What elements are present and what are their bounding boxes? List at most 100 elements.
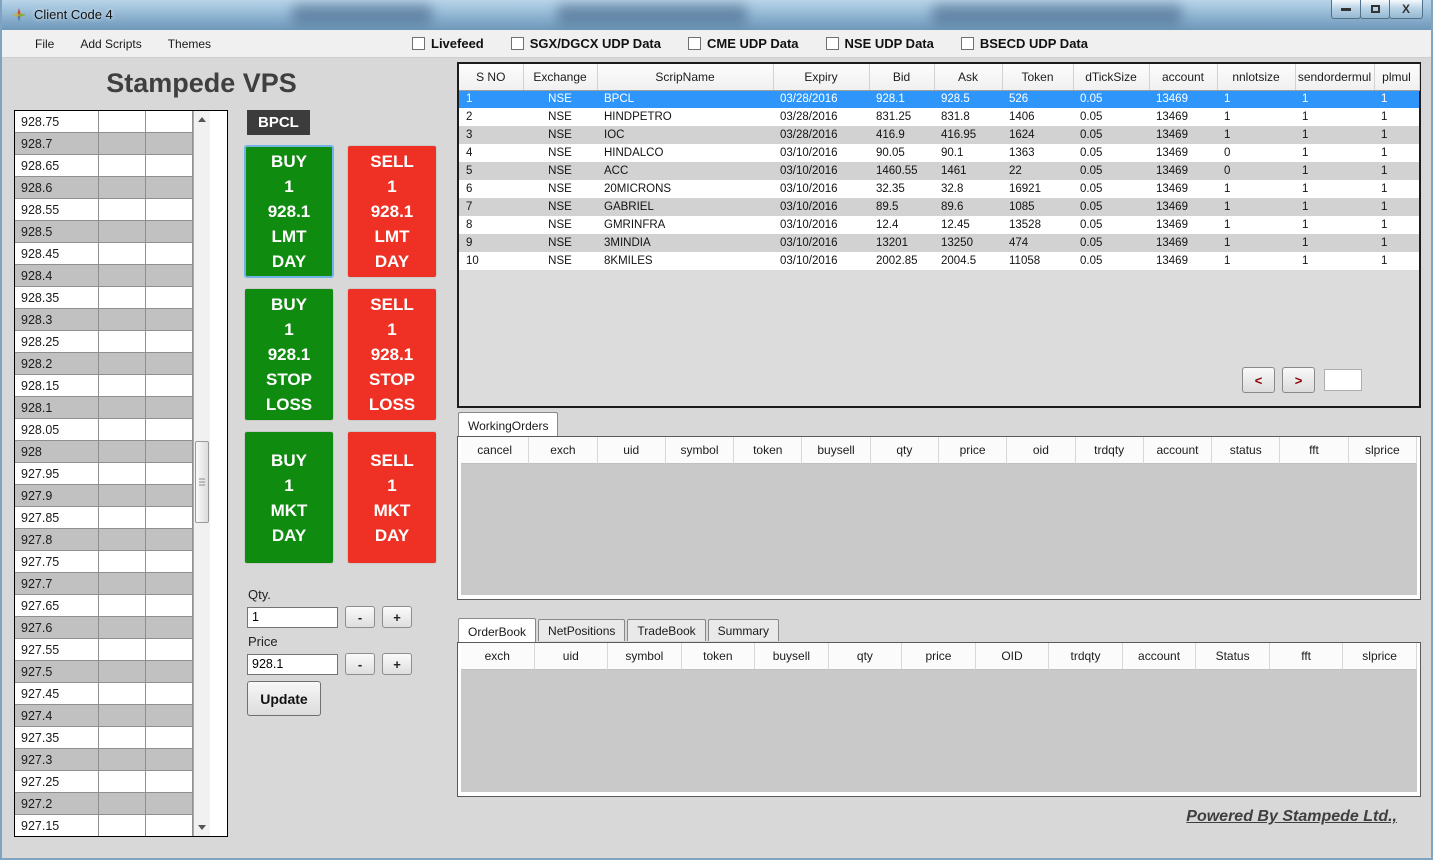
ladder-bid-cell[interactable]: [99, 309, 146, 331]
wo-column-token[interactable]: token: [734, 437, 803, 464]
ladder-ask-cell[interactable]: [146, 397, 193, 419]
sell-lmt-button[interactable]: SELL 1 928.1 LMT DAY: [347, 145, 437, 278]
wo-column-exch[interactable]: exch: [529, 437, 598, 464]
tab-tradebook[interactable]: TradeBook: [627, 619, 706, 641]
column-header-ask[interactable]: Ask: [934, 64, 1003, 91]
wo-column-oid[interactable]: oid: [1007, 437, 1076, 464]
ladder-bid-cell[interactable]: [99, 177, 146, 199]
maximize-button[interactable]: [1360, 0, 1390, 19]
ob-column-fft[interactable]: fft: [1269, 643, 1344, 670]
cme-udp-data-checkbox[interactable]: [688, 37, 701, 50]
ladder-ask-cell[interactable]: [146, 705, 193, 727]
ladder-scrollbar[interactable]: [193, 111, 210, 836]
qty-decrement-button[interactable]: -: [345, 606, 375, 628]
ladder-ask-cell[interactable]: [146, 661, 193, 683]
ladder-price-cell[interactable]: 927.45: [15, 683, 99, 705]
ladder-price-cell[interactable]: 927.7: [15, 573, 99, 595]
ladder-ask-cell[interactable]: [146, 133, 193, 155]
ladder-ask-cell[interactable]: [146, 771, 193, 793]
ladder-price-cell[interactable]: 927.2: [15, 793, 99, 815]
sgx-dgcx-udp-data-checkbox[interactable]: [510, 37, 524, 50]
nse-udp-data-checkbox[interactable]: [825, 37, 839, 50]
ladder-bid-cell[interactable]: [99, 639, 146, 661]
ladder-price-cell[interactable]: 928.25: [15, 331, 99, 353]
ob-column-symbol[interactable]: symbol: [608, 643, 682, 670]
ladder-ask-cell[interactable]: [146, 309, 193, 331]
ladder-price-cell[interactable]: 928.4: [15, 265, 99, 287]
sell-stop-button[interactable]: SELL 1 928.1 STOP LOSS: [347, 288, 437, 421]
tab-netpositions[interactable]: NetPositions: [538, 619, 626, 641]
ladder-price-cell[interactable]: 927.65: [15, 595, 99, 617]
column-header-dticksize[interactable]: dTickSize: [1073, 64, 1150, 91]
ladder-bid-cell[interactable]: [99, 815, 146, 836]
ladder-price-cell[interactable]: 927.4: [15, 705, 99, 727]
ladder-price-cell[interactable]: 928.6: [15, 177, 99, 199]
ob-column-account[interactable]: account: [1122, 643, 1197, 670]
ladder-price-cell[interactable]: 927.8: [15, 529, 99, 551]
ladder-bid-cell[interactable]: [99, 419, 146, 441]
instrument-row[interactable]: 8 NSE GMRINFRA 03/10/2016 12.4 12.45 13528 0.05…: [459, 216, 1419, 234]
tab-workingorders[interactable]: WorkingOrders: [458, 412, 559, 436]
ladder-bid-cell[interactable]: [99, 661, 146, 683]
wo-column-fft[interactable]: fft: [1280, 437, 1349, 464]
ladder-bid-cell[interactable]: [99, 353, 146, 375]
column-header-nnlotsize[interactable]: nnlotsize: [1217, 64, 1296, 91]
ladder-bid-cell[interactable]: [99, 529, 146, 551]
ladder-ask-cell[interactable]: [146, 617, 193, 639]
ladder-price-cell[interactable]: 928.1: [15, 397, 99, 419]
ladder-bid-cell[interactable]: [99, 397, 146, 419]
ladder-price-cell[interactable]: 928.15: [15, 375, 99, 397]
instrument-row[interactable]: 9 NSE 3MINDIA 03/10/2016 13201 13250 474 0.05 13…: [459, 234, 1419, 252]
ladder-ask-cell[interactable]: [146, 573, 193, 595]
ladder-price-cell[interactable]: 927.3: [15, 749, 99, 771]
menu-file[interactable]: File: [35, 36, 55, 51]
ladder-ask-cell[interactable]: [146, 815, 193, 836]
wo-column-uid[interactable]: uid: [597, 437, 666, 464]
ladder-bid-cell[interactable]: [99, 705, 146, 727]
ladder-ask-cell[interactable]: [146, 177, 193, 199]
ladder-ask-cell[interactable]: [146, 551, 193, 573]
wo-column-slprice[interactable]: slprice: [1348, 437, 1417, 464]
qty-increment-button[interactable]: +: [382, 606, 412, 628]
instrument-row[interactable]: 6 NSE 20MICRONS 03/10/2016 32.35 32.8 16921 0.0…: [459, 180, 1419, 198]
ob-column-uid[interactable]: uid: [534, 643, 609, 670]
price-increment-button[interactable]: +: [382, 653, 412, 675]
scrollbar-thumb[interactable]: [195, 441, 209, 523]
scroll-down-button[interactable]: [194, 819, 210, 836]
ladder-bid-cell[interactable]: [99, 771, 146, 793]
column-header-bid[interactable]: Bid: [869, 64, 935, 91]
ob-column-qty[interactable]: qty: [828, 643, 903, 670]
ladder-ask-cell[interactable]: [146, 331, 193, 353]
ladder-bid-cell[interactable]: [99, 485, 146, 507]
ladder-bid-cell[interactable]: [99, 287, 146, 309]
ladder-price-cell[interactable]: 927.55: [15, 639, 99, 661]
ladder-price-cell[interactable]: 928.55: [15, 199, 99, 221]
ladder-ask-cell[interactable]: [146, 529, 193, 551]
wo-column-status[interactable]: status: [1212, 437, 1281, 464]
ladder-ask-cell[interactable]: [146, 265, 193, 287]
ladder-ask-cell[interactable]: [146, 199, 193, 221]
ob-column-exch[interactable]: exch: [461, 643, 535, 670]
menu-themes[interactable]: Themes: [167, 36, 212, 51]
page-prev-button[interactable]: <: [1242, 367, 1275, 393]
buy-lmt-button[interactable]: BUY 1 928.1 LMT DAY: [244, 145, 334, 278]
wo-column-cancel[interactable]: cancel: [461, 437, 530, 464]
ladder-ask-cell[interactable]: [146, 793, 193, 815]
ladder-ask-cell[interactable]: [146, 683, 193, 705]
ladder-price-cell[interactable]: 928.65: [15, 155, 99, 177]
instrument-row[interactable]: 3 NSE IOC 03/28/2016 416.9 416.95 1624 0.05 1346…: [459, 126, 1419, 144]
wo-column-price[interactable]: price: [938, 437, 1008, 464]
ladder-price-cell[interactable]: 927.75: [15, 551, 99, 573]
wo-column-qty[interactable]: qty: [870, 437, 939, 464]
ladder-bid-cell[interactable]: [99, 265, 146, 287]
ladder-bid-cell[interactable]: [99, 463, 146, 485]
ladder-ask-cell[interactable]: [146, 419, 193, 441]
wo-column-buysell[interactable]: buysell: [802, 437, 871, 464]
ladder-ask-cell[interactable]: [146, 111, 193, 133]
ob-column-token[interactable]: token: [681, 643, 756, 670]
ladder-ask-cell[interactable]: [146, 287, 193, 309]
ladder-bid-cell[interactable]: [99, 573, 146, 595]
ladder-ask-cell[interactable]: [146, 463, 193, 485]
ladder-price-cell[interactable]: 928.3: [15, 309, 99, 331]
ladder-ask-cell[interactable]: [146, 485, 193, 507]
